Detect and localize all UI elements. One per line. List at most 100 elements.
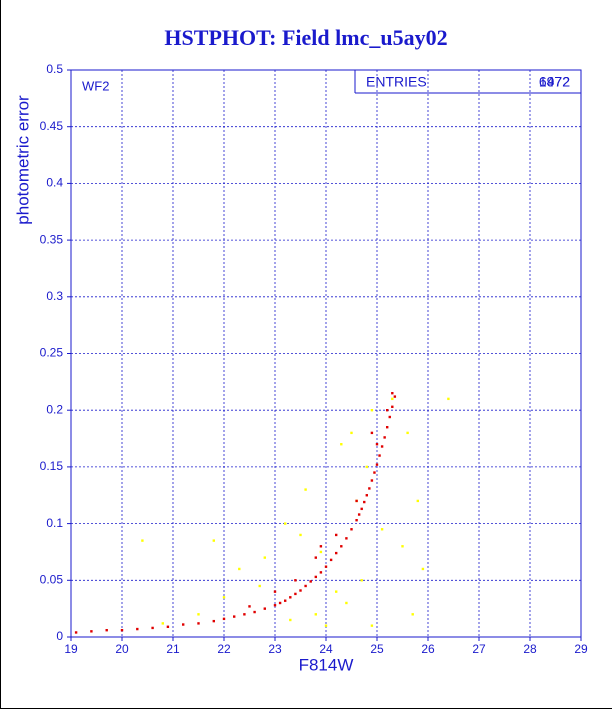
point <box>388 415 391 419</box>
point <box>212 539 215 542</box>
point <box>357 513 361 516</box>
point <box>319 571 323 574</box>
point <box>386 426 389 429</box>
point <box>166 625 170 628</box>
point <box>335 590 338 593</box>
point <box>368 487 371 490</box>
point <box>289 618 292 622</box>
point <box>304 584 307 588</box>
x-tick-label: 28 <box>523 642 537 656</box>
plot-area <box>70 69 582 638</box>
point <box>136 627 139 631</box>
point <box>294 579 297 582</box>
point <box>370 479 374 482</box>
point <box>222 596 226 599</box>
point <box>314 556 317 559</box>
point <box>278 601 282 605</box>
point <box>263 556 266 559</box>
y-tick-label: 0.15 <box>40 459 64 473</box>
y-tick-label: 0.45 <box>40 119 64 133</box>
point <box>273 604 277 607</box>
y-tick-label: 0.5 <box>46 62 63 76</box>
point <box>378 454 381 457</box>
point <box>365 465 368 469</box>
point <box>105 628 108 632</box>
point <box>335 551 338 555</box>
point <box>360 579 363 582</box>
point <box>391 405 394 408</box>
y-tick-label: 0 <box>56 629 63 643</box>
point <box>238 567 241 571</box>
x-tick-label: 26 <box>421 642 435 656</box>
point <box>263 607 266 610</box>
x-tick-label: 21 <box>166 642 180 656</box>
point <box>370 431 374 435</box>
point <box>345 537 348 540</box>
stats-label: ENTRIES <box>366 74 427 90</box>
point <box>258 584 261 588</box>
y-tick-label: 0.25 <box>40 346 64 360</box>
point <box>212 619 215 623</box>
point <box>161 622 164 625</box>
y-tick-label: 0.35 <box>40 232 64 246</box>
x-tick-label: 25 <box>370 642 384 656</box>
point <box>363 500 366 504</box>
y-tick-label: 0.1 <box>46 516 63 530</box>
y-tick-label: 0.3 <box>46 289 63 303</box>
point <box>447 397 450 401</box>
point <box>324 624 328 627</box>
point <box>340 545 343 548</box>
point <box>120 628 124 632</box>
chart-title: HSTPHOT: Field lmc_u5ay02 <box>164 25 447 50</box>
point <box>299 533 302 537</box>
point <box>375 443 379 446</box>
point <box>243 613 246 616</box>
point <box>319 550 323 554</box>
point <box>304 488 307 491</box>
point <box>401 545 404 548</box>
point <box>248 605 251 608</box>
y-tick-label: 0.4 <box>46 176 63 190</box>
y-tick-label: 0.2 <box>46 402 63 416</box>
point <box>233 615 236 618</box>
x-tick-label: 24 <box>319 642 333 656</box>
point <box>370 624 374 627</box>
x-tick-label: 20 <box>115 642 129 656</box>
point <box>406 431 409 435</box>
point <box>355 499 358 503</box>
point <box>314 575 317 579</box>
point <box>222 617 226 621</box>
point <box>380 445 384 448</box>
point <box>380 528 384 531</box>
point <box>299 589 302 592</box>
y-tick-label: 0.05 <box>40 572 64 586</box>
point <box>375 463 379 466</box>
point <box>393 395 397 398</box>
point <box>289 596 292 599</box>
stats-value: 1972 <box>539 74 570 90</box>
point <box>373 471 376 474</box>
point <box>284 522 287 525</box>
point <box>314 613 317 616</box>
point <box>74 631 78 634</box>
point <box>365 494 368 497</box>
x-tick-label: 29 <box>574 642 588 656</box>
point <box>182 623 185 626</box>
point <box>350 431 353 435</box>
point <box>197 622 200 625</box>
point <box>324 565 328 568</box>
point <box>360 507 363 511</box>
annotation: WF2 <box>82 78 109 93</box>
x-tick-label: 19 <box>64 642 78 656</box>
point <box>386 409 389 412</box>
x-tick-label: 22 <box>217 642 231 656</box>
point <box>391 397 394 401</box>
point <box>273 590 277 593</box>
point <box>309 580 312 583</box>
point <box>329 558 333 562</box>
point <box>151 626 154 630</box>
x-tick-label: 23 <box>268 642 282 656</box>
y-axis-label: photometric error <box>13 95 32 225</box>
point <box>340 443 343 446</box>
